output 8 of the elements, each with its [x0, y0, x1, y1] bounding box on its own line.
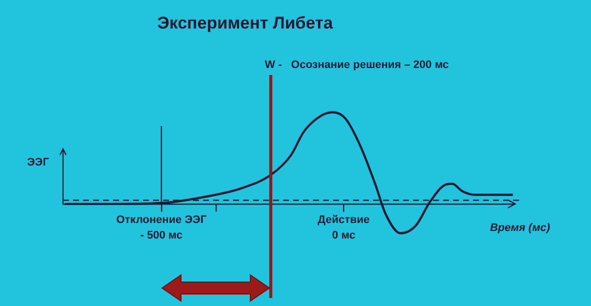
annotation: Действие: [318, 214, 370, 226]
y-axis-title: ЭЭГ: [27, 156, 50, 169]
x-tick-label: 0 мс: [332, 230, 356, 242]
annotation: Отклонение ЭЭГ: [116, 214, 208, 226]
x-tick-label: - 500 мс: [140, 230, 183, 242]
ref-line-label: W - Осознание решения – 200 мс: [264, 59, 449, 72]
x-axis-title: Время (мс): [490, 222, 550, 234]
chart-title: Эксперимент Либета: [157, 14, 334, 33]
